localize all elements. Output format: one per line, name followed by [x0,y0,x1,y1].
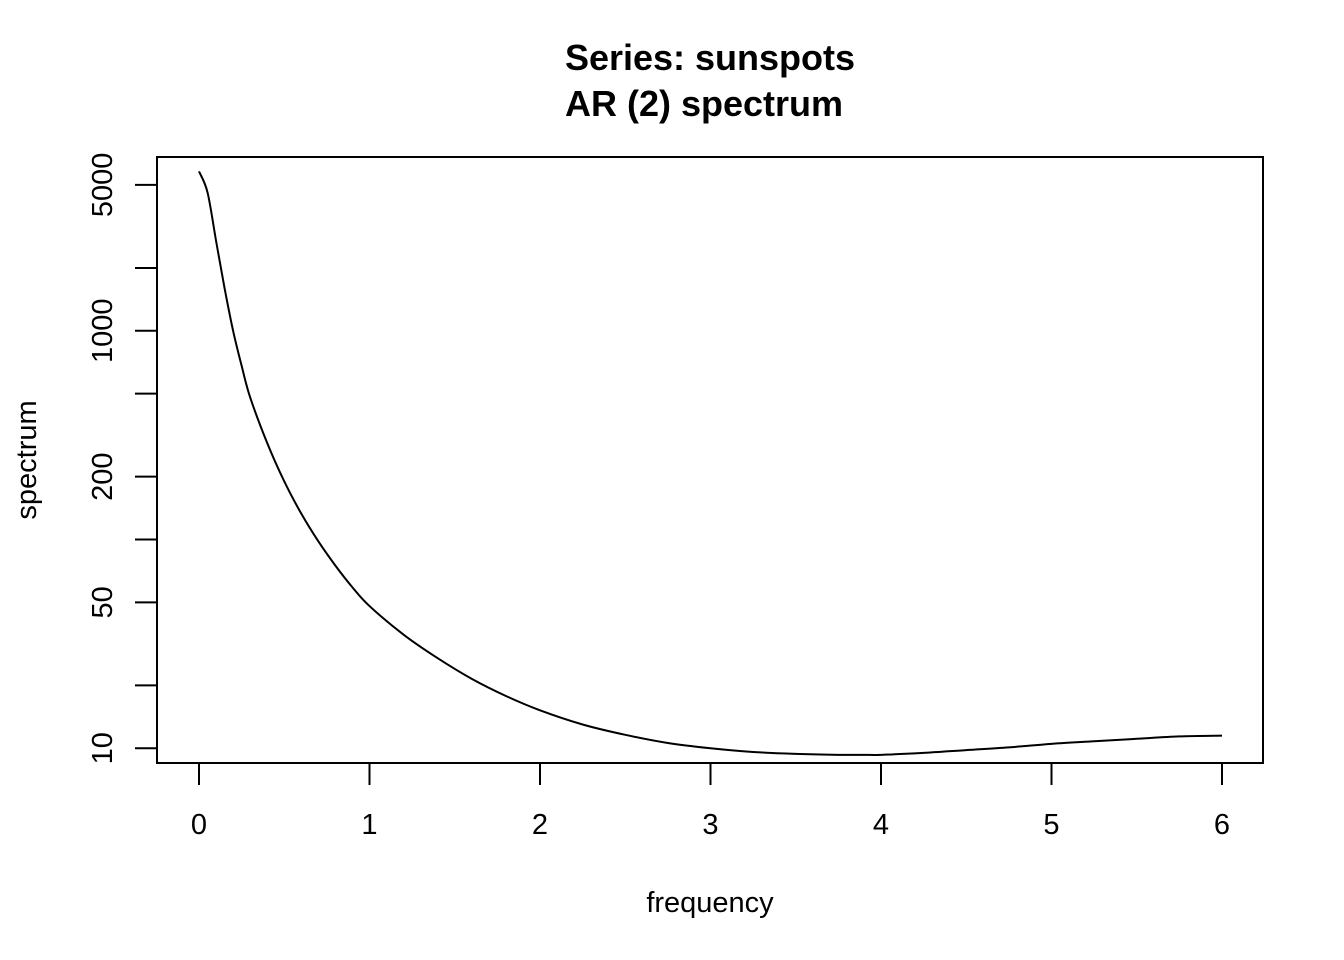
y-tick-label: 10 [87,732,119,764]
x-tick-label: 3 [702,809,718,841]
x-axis: 0 1 2 3 4 5 6 [191,762,1230,841]
x-tick-label: 5 [1043,809,1059,841]
y-tick-label: 1000 [87,299,119,364]
chart-subtitle: AR (2) spectrum [565,83,843,124]
x-tick-label: 4 [873,809,889,841]
chart-title: Series: sunspots [565,37,855,78]
y-tick-label: 50 [87,586,119,618]
y-axis: 10 50 200 1000 5000 [87,153,158,764]
y-axis-label: spectrum [11,400,43,519]
plot-frame [156,156,1264,764]
x-tick-label: 1 [361,809,377,841]
x-tick-label: 6 [1214,809,1230,841]
y-tick-label: 5000 [87,153,119,218]
spectrum-series-line [198,171,1223,756]
series-layer [198,171,1223,756]
x-axis-label: frequency [646,887,774,919]
x-tick-label: 2 [532,809,548,841]
y-tick-label: 200 [87,452,119,500]
x-tick-label: 0 [191,809,207,841]
